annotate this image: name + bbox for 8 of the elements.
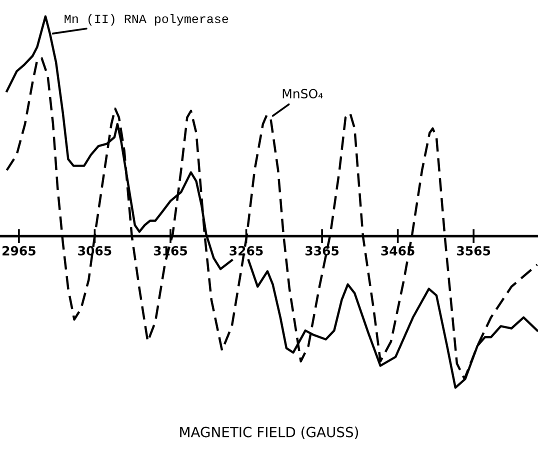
series-label: Mn (II) RNA polymerase — [64, 14, 228, 26]
x-tick-label: 3265 — [230, 246, 263, 256]
x-tick-label: 3365 — [305, 246, 339, 256]
x-axis-title: MAGNETIC FIELD (GAUSS) — [180, 426, 358, 439]
x-tick-label: 3565 — [457, 246, 490, 256]
series-label: MnSO₄ — [282, 88, 323, 98]
x-tick-label: 3065 — [78, 246, 112, 256]
x-tick-label: 2965 — [2, 246, 36, 256]
